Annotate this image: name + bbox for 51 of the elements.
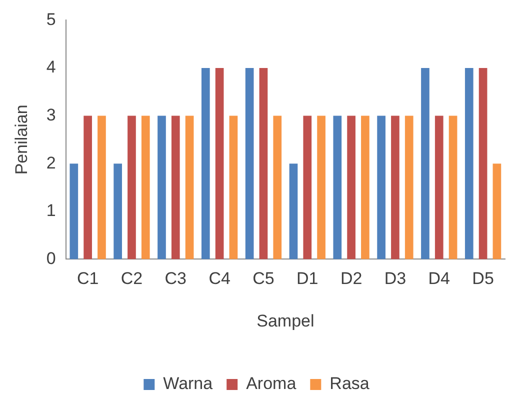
legend-label: Warna xyxy=(163,374,214,394)
y-tick-label: 2 xyxy=(46,153,56,172)
legend-label: Rasa xyxy=(330,374,370,394)
bar xyxy=(84,116,92,260)
bar xyxy=(404,116,414,260)
x-axis-title: Sampel xyxy=(256,311,314,330)
bar xyxy=(492,164,502,260)
x-tick-label: C4 xyxy=(208,269,230,288)
x-tick-label: C3 xyxy=(164,269,187,288)
bar xyxy=(333,116,342,260)
x-tick-label: D1 xyxy=(296,269,318,288)
x-tick-label: C1 xyxy=(76,269,99,288)
bar xyxy=(141,116,150,260)
bar xyxy=(259,68,268,260)
legend-label: Aroma xyxy=(246,374,297,394)
bar xyxy=(361,116,370,260)
x-tick-label: D4 xyxy=(428,269,450,288)
bar xyxy=(114,164,122,260)
bar xyxy=(158,116,166,260)
bar xyxy=(317,116,326,260)
bar xyxy=(273,116,282,260)
x-tick-label: D3 xyxy=(384,269,406,288)
bar xyxy=(391,116,400,260)
x-tick-label: D2 xyxy=(340,269,362,288)
bar xyxy=(215,68,224,260)
y-tick-label: 4 xyxy=(46,58,56,77)
bar xyxy=(98,116,106,260)
bar xyxy=(201,68,210,260)
bar xyxy=(128,116,136,260)
bar xyxy=(347,116,356,260)
y-axis-title: Penilaian xyxy=(12,104,31,175)
bar xyxy=(229,116,238,260)
y-tick-label: 3 xyxy=(46,105,56,124)
bar xyxy=(434,116,444,260)
bar xyxy=(377,116,386,260)
bar xyxy=(245,68,254,260)
bar xyxy=(185,116,194,260)
bar xyxy=(70,164,78,260)
bar xyxy=(464,68,474,260)
x-tick-label: C2 xyxy=(120,269,143,288)
bar xyxy=(448,116,458,260)
bar xyxy=(478,68,488,260)
x-tick-label: D5 xyxy=(472,269,494,288)
bar xyxy=(303,116,312,260)
x-tick-label: C5 xyxy=(252,269,274,288)
y-tick-label: 0 xyxy=(46,248,56,268)
bar xyxy=(289,164,298,260)
y-tick-label: 1 xyxy=(46,201,56,220)
y-tick-label: 5 xyxy=(46,10,56,29)
bar xyxy=(421,68,430,260)
bar xyxy=(171,116,180,260)
